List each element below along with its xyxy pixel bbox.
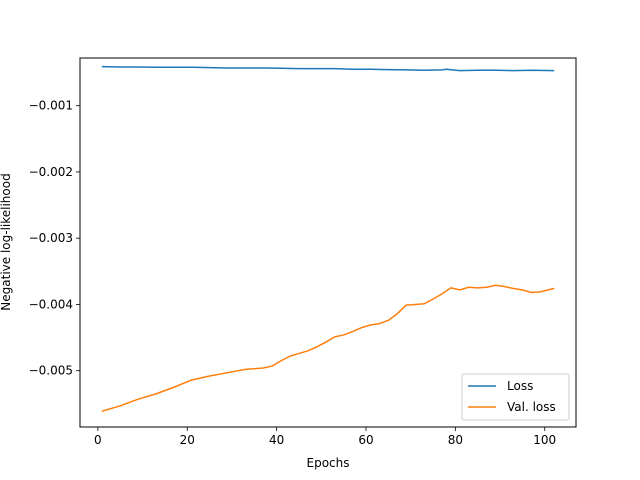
series-line-val-loss <box>101 284 555 412</box>
x-tick-label: 60 <box>358 433 373 447</box>
series-line-loss <box>101 65 555 72</box>
x-tick-label: 100 <box>533 433 556 447</box>
y-tick-label: −0.002 <box>29 165 73 179</box>
x-tick-label: 20 <box>180 433 195 447</box>
x-tick-label: 80 <box>448 433 463 447</box>
y-tick-label: −0.001 <box>29 99 73 113</box>
legend-label-val-loss: Val. loss <box>507 400 556 414</box>
y-axis-ticks: −0.001 −0.002 −0.003 −0.004 −0.005 <box>29 99 80 378</box>
x-axis-label: Epochs <box>307 456 350 470</box>
x-tick-label: 40 <box>269 433 284 447</box>
x-axis-ticks: 0 20 40 60 80 100 <box>94 427 556 447</box>
x-tick-label: 0 <box>94 433 102 447</box>
y-axis-label: Negative log-likelihood <box>0 173 13 310</box>
y-tick-label: −0.005 <box>29 364 73 378</box>
series-layer <box>101 65 555 412</box>
y-tick-label: −0.004 <box>29 297 73 311</box>
legend-label-loss: Loss <box>507 379 533 393</box>
y-tick-label: −0.003 <box>29 231 73 245</box>
plot-frame <box>79 57 577 428</box>
legend: Loss Val. loss <box>461 373 570 421</box>
